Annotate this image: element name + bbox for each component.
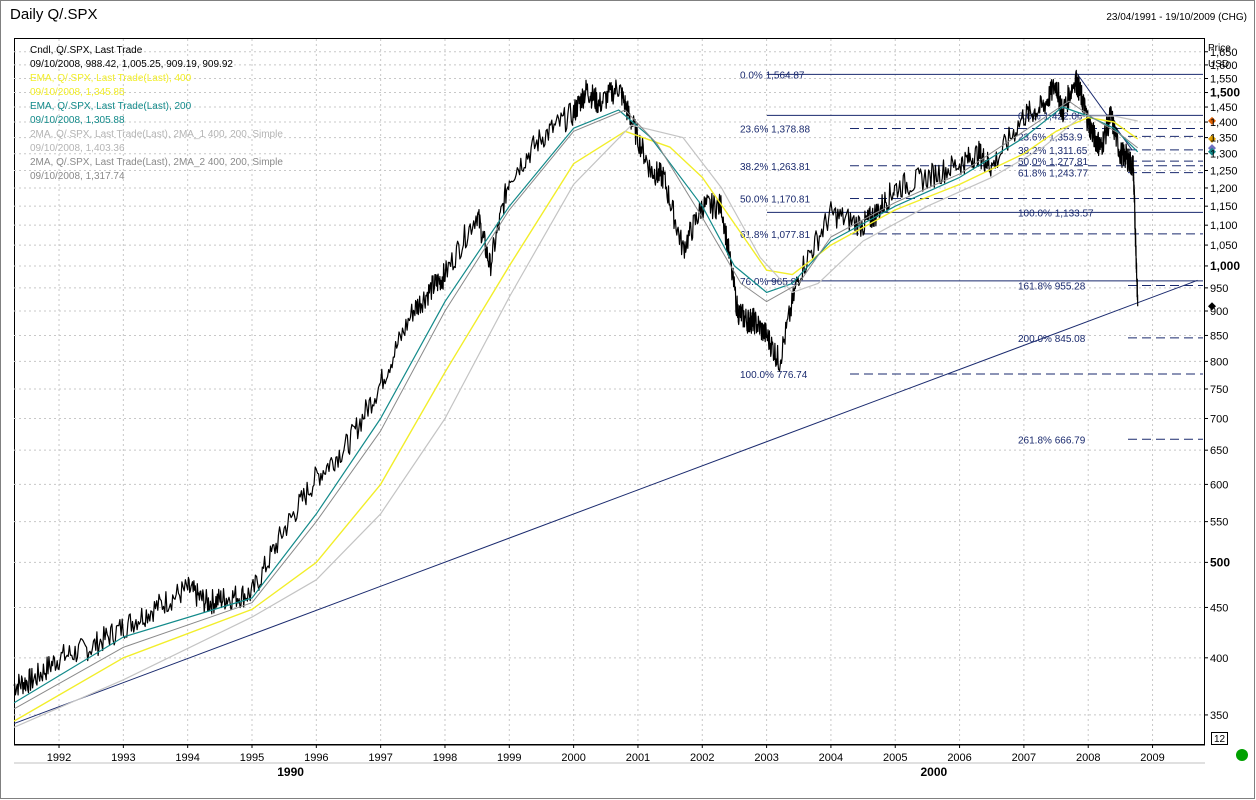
price-marker-icon bbox=[1208, 134, 1216, 143]
legend: Cndl, Q/.SPX, Last Trade 09/10/2008, 988.… bbox=[30, 45, 283, 182]
x-tick-label: 2008 bbox=[1076, 752, 1100, 764]
y-tick-label: 1,000 bbox=[1210, 259, 1240, 273]
x-tick-label: 1997 bbox=[368, 752, 392, 764]
price-marker-icon bbox=[1208, 302, 1216, 311]
x-axis: 1992 1993 1994 1995 1996 1997 1998 1999 2000 2001… bbox=[47, 744, 1165, 779]
legend-line: Cndl, Q/.SPX, Last Trade bbox=[30, 45, 143, 56]
fib-label: 23.6% 1,378.88 bbox=[740, 125, 810, 136]
fib-label: 61.8% 1,077.81 bbox=[740, 230, 810, 241]
x-tick-label: 2003 bbox=[754, 752, 778, 764]
status-indicator-icon bbox=[1236, 749, 1248, 761]
x-tick-label: 2007 bbox=[1012, 752, 1036, 764]
y-tick-label: 750 bbox=[1210, 384, 1228, 396]
right-markers bbox=[1208, 116, 1216, 311]
fib-label: 161.8% 955.28 bbox=[1018, 282, 1086, 293]
x-tick-label: 2009 bbox=[1140, 752, 1164, 764]
y-tick-label: 1,550 bbox=[1210, 74, 1238, 86]
x-tick-label: 1993 bbox=[111, 752, 135, 764]
fib-label: 261.8% 666.79 bbox=[1018, 435, 1086, 446]
x-tick-label: 2004 bbox=[819, 752, 843, 764]
y-tick-label: 1,350 bbox=[1210, 133, 1238, 145]
fib-label: 50.0% 1,277.81 bbox=[1018, 157, 1088, 168]
price-marker-icon bbox=[1208, 116, 1216, 125]
y-tick-label: 900 bbox=[1210, 306, 1228, 318]
y-tick-label: 350 bbox=[1210, 710, 1228, 722]
moving-average-line bbox=[13, 106, 1139, 704]
date-range: 23/04/1991 - 19/10/2009 (CHG) bbox=[1106, 12, 1247, 23]
x-tick-label: 2006 bbox=[947, 752, 971, 764]
x-tick-label: 1992 bbox=[47, 752, 71, 764]
legend-line: 09/10/2008, 988.42, 1,005.25, 909.19, 90… bbox=[30, 59, 233, 70]
fib-label: 38.2% 1,311.65 bbox=[1018, 146, 1088, 157]
moving-average-line bbox=[13, 115, 1138, 728]
price-marker-icon bbox=[1208, 147, 1216, 156]
price-axis-label: Price bbox=[1208, 43, 1231, 54]
legend-line: EMA, Q/.SPX, Last Trade(Last), 200 bbox=[30, 101, 192, 112]
legend-line: 2MA, Q/.SPX, Last Trade(Last), 2MA_2 400… bbox=[30, 157, 283, 168]
currency-axis-label: USD bbox=[1208, 59, 1229, 70]
x-tick-label: 2001 bbox=[626, 752, 650, 764]
fib-label: 200.0% 845.08 bbox=[1018, 334, 1086, 345]
fib-label: 100.0% 776.74 bbox=[740, 370, 808, 381]
y-tick-label: 1,450 bbox=[1210, 102, 1238, 114]
series-lines bbox=[13, 69, 1139, 728]
plot-area[interactable] bbox=[14, 38, 1205, 745]
y-tick-label: 850 bbox=[1210, 330, 1228, 342]
y-tick-label: 550 bbox=[1210, 517, 1228, 529]
moving-average-line bbox=[13, 100, 1139, 710]
y-axis: 350 400 450 500 550 600 650 700 750 800 850 900 950 1… bbox=[1204, 47, 1240, 722]
y-tick-label: 500 bbox=[1210, 555, 1230, 569]
price-candle-line bbox=[13, 69, 1139, 696]
y-tick-label: 1,250 bbox=[1210, 166, 1238, 178]
legend-line: 2MA, Q/.SPX, Last Trade(Last), 2MA_1 400… bbox=[30, 129, 283, 140]
gridlines bbox=[14, 39, 1204, 744]
trendline bbox=[13, 279, 1198, 725]
fib-label: 61.8% 1,243.77 bbox=[1018, 169, 1088, 180]
legend-line: 09/10/2008, 1,345.85 bbox=[30, 87, 125, 98]
fib-label: 50.0% 1,170.81 bbox=[740, 194, 810, 205]
y-tick-label: 400 bbox=[1210, 653, 1228, 665]
y-tick-label: 1,600 bbox=[1210, 60, 1238, 72]
y-tick-label: 650 bbox=[1210, 445, 1228, 457]
y-tick-label: 700 bbox=[1210, 413, 1228, 425]
moving-average-line bbox=[13, 116, 1139, 722]
legend-line: 09/10/2008, 1,403.36 bbox=[30, 143, 125, 154]
y-tick-label: 1,500 bbox=[1210, 86, 1240, 100]
legend-line: 09/10/2008, 1,317.74 bbox=[30, 171, 125, 182]
y-tick-label: 1,400 bbox=[1210, 117, 1238, 129]
y-tick-label: 1,050 bbox=[1210, 240, 1238, 252]
x-tick-label: 2000 bbox=[561, 752, 585, 764]
y-tick-label: 950 bbox=[1210, 283, 1228, 295]
y-tick-label: 1,100 bbox=[1210, 220, 1238, 232]
fib-label: 100.0% 1,133.57 bbox=[1018, 208, 1094, 219]
chart-title: Daily Q/.SPX bbox=[10, 6, 98, 23]
fib-label: 0.0% 1,564.87 bbox=[740, 70, 805, 81]
x-tick-label: 1999 bbox=[497, 752, 521, 764]
x-tick-label: 1995 bbox=[240, 752, 264, 764]
y-tick-label: 1,150 bbox=[1210, 201, 1238, 213]
y-tick-label: 450 bbox=[1210, 602, 1228, 614]
fib-label: 23.6% 1,353.9 bbox=[1018, 132, 1083, 143]
y-tick-label: 800 bbox=[1210, 356, 1228, 368]
legend-line: EMA, Q/.SPX, Last Trade(Last), 400 bbox=[30, 73, 192, 84]
scale-badge-label: 12 bbox=[1214, 734, 1226, 745]
y-tick-label: 1,650 bbox=[1210, 47, 1238, 59]
decade-label: 2000 bbox=[920, 765, 947, 779]
legend-line: 09/10/2008, 1,305.88 bbox=[30, 115, 125, 126]
y-tick-label: 600 bbox=[1210, 479, 1228, 491]
x-tick-label: 1998 bbox=[433, 752, 457, 764]
x-tick-label: 2002 bbox=[690, 752, 714, 764]
scale-badge[interactable] bbox=[1211, 732, 1228, 745]
fib-label: 76.0% 965.8 bbox=[740, 277, 797, 288]
x-tick-label: 2005 bbox=[883, 752, 907, 764]
x-tick-label: 1996 bbox=[304, 752, 328, 764]
x-tick-label: 1994 bbox=[175, 752, 199, 764]
fibonacci-levels: 0.0% 1,564.87 23.6% 1,378.88 38.2% 1,263.8… bbox=[740, 70, 1203, 446]
y-tick-label: 1,200 bbox=[1210, 183, 1238, 195]
y-tick-label: 1,300 bbox=[1210, 149, 1238, 161]
decade-label: 1990 bbox=[277, 765, 304, 779]
fib-label: 38.2% 1,263.81 bbox=[740, 162, 810, 173]
